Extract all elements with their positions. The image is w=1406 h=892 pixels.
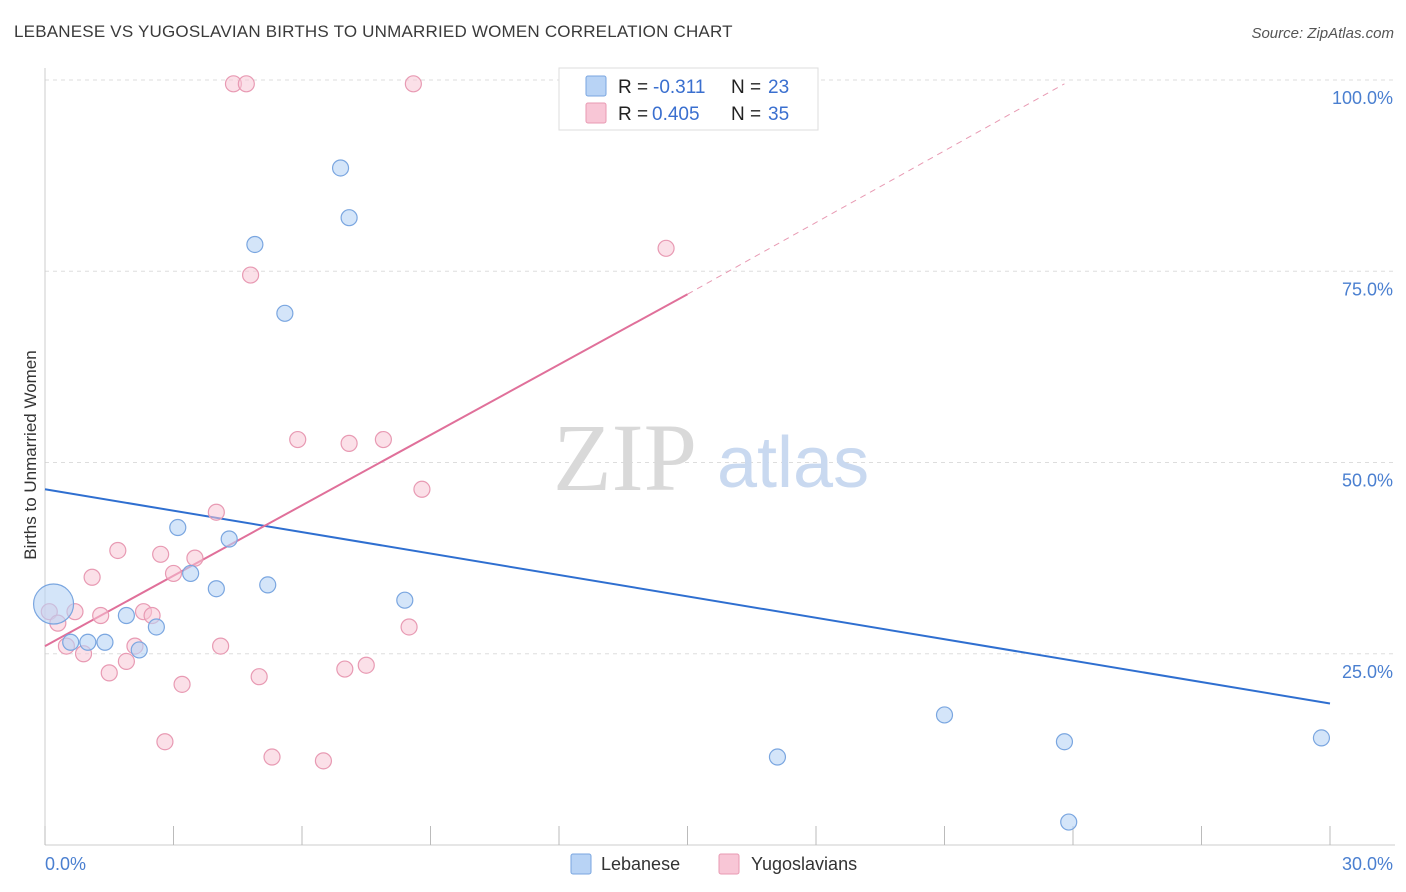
- yugoslavian-point: [207, 503, 225, 521]
- lebanese-point: [331, 159, 350, 177]
- x-tick-label: 30.0%: [1342, 854, 1393, 874]
- yugoslavian-point: [404, 75, 422, 93]
- yugoslavian-point: [263, 748, 281, 766]
- yugoslavian-point: [237, 75, 255, 93]
- lebanese-point: [79, 633, 97, 651]
- lebanese-point-large: [32, 583, 75, 625]
- lebanese-r-value: -0.311: [653, 77, 705, 98]
- lebanese-stats-swatch: [585, 75, 607, 97]
- legend-swatch-lebanese: [570, 853, 592, 875]
- yugoslavian-trend-extension: [687, 83, 1065, 295]
- yugoslavian-stats-swatch: [585, 102, 607, 124]
- lebanese-r-label: R =: [618, 77, 648, 98]
- yugoslavian-trend-line: [44, 293, 688, 647]
- watermark-zip: ZIP: [553, 404, 697, 511]
- yugoslavian-point: [400, 618, 418, 636]
- yugoslavian-point: [374, 430, 392, 449]
- y-tick-labels: 25.0% 50.0% 75.0% 100.0%: [1332, 88, 1393, 682]
- x-tick-labels: 0.0% 30.0%: [45, 854, 1393, 874]
- lebanese-point: [1312, 729, 1331, 747]
- stats-box: R = -0.311 N = 23 R = 0.405 N = 35: [558, 67, 819, 131]
- yugoslavian-point: [117, 652, 135, 671]
- chart-title: LEBANESE VS YUGOSLAVIAN BIRTHS TO UNMARR…: [14, 22, 733, 41]
- y-tick-label: 75.0%: [1342, 279, 1393, 299]
- lebanese-point: [220, 530, 238, 548]
- lebanese-point: [182, 564, 200, 583]
- lebanese-point: [207, 580, 225, 598]
- watermark-atlas: atlas: [717, 423, 869, 503]
- yugoslavian-point: [336, 660, 354, 678]
- yugoslavian-point: [413, 480, 431, 498]
- yugoslavian-point: [109, 541, 127, 560]
- trend-lines: [44, 83, 1331, 705]
- lebanese-point: [768, 748, 787, 766]
- legend-swatch-yugoslavians: [718, 853, 740, 875]
- yugoslavian-point: [100, 664, 118, 682]
- yugoslavian-point: [242, 266, 260, 284]
- lebanese-n-label: N =: [731, 77, 761, 98]
- lebanese-point: [935, 706, 954, 724]
- yugoslavian-point: [164, 564, 183, 583]
- legend: Lebanese Yugoslavians: [570, 853, 857, 875]
- yugoslavian-r-value: 0.405: [652, 104, 700, 125]
- x-tick-label: 0.0%: [45, 854, 86, 874]
- lebanese-n-value: 23: [768, 77, 789, 98]
- lebanese-point: [1055, 733, 1074, 751]
- yugoslavian-n-value: 35: [768, 104, 789, 125]
- lebanese-point: [147, 618, 165, 636]
- lebanese-point: [340, 209, 358, 227]
- lebanese-point: [62, 633, 80, 651]
- source-label: Source: ZipAtlas.com: [1251, 25, 1394, 42]
- lebanese-point: [276, 304, 294, 322]
- watermark: ZIP atlas: [553, 404, 869, 511]
- yugoslavian-n-label: N =: [731, 104, 761, 125]
- yugoslavian-point: [250, 668, 268, 686]
- lebanese-point: [1060, 813, 1078, 831]
- lebanese-point: [259, 576, 277, 594]
- axes: [44, 68, 1395, 846]
- yugoslavian-point: [657, 239, 675, 257]
- yugoslavian-point: [212, 637, 230, 655]
- yugoslavian-point: [314, 752, 333, 770]
- y-axis-title: Births to Unmarried Women: [21, 350, 40, 559]
- yugoslavian-point: [173, 675, 191, 693]
- legend-label-lebanese: Lebanese: [601, 854, 680, 874]
- yugoslavian-point: [152, 545, 170, 563]
- yugoslavian-point: [92, 606, 110, 625]
- lebanese-point: [96, 633, 114, 651]
- lebanese-point: [117, 606, 135, 625]
- legend-label-yugoslavians: Yugoslavians: [751, 854, 857, 874]
- yugoslavian-point: [186, 549, 204, 567]
- grid-lines: [45, 79, 1395, 655]
- lebanese-trend-line: [44, 488, 1331, 705]
- lebanese-point: [396, 591, 414, 609]
- lebanese-point: [169, 518, 187, 537]
- y-tick-label: 100.0%: [1332, 88, 1393, 108]
- yugoslavian-r-label: R =: [618, 104, 648, 125]
- yugoslavian-point: [289, 430, 307, 449]
- yugoslavian-point: [83, 568, 101, 586]
- y-tick-label: 50.0%: [1342, 471, 1393, 491]
- y-tick-label: 25.0%: [1342, 662, 1393, 682]
- lebanese-point: [246, 235, 264, 254]
- yugoslavian-point: [340, 434, 358, 452]
- yugoslavian-point: [156, 733, 174, 751]
- yugoslavian-point: [357, 656, 375, 674]
- lebanese-point: [130, 641, 148, 659]
